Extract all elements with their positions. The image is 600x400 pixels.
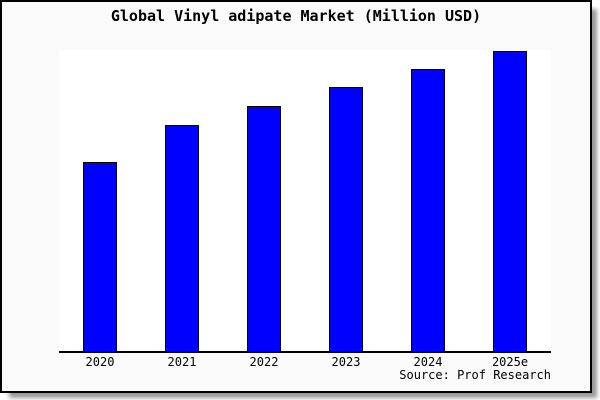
x-tick-label-2022: 2022 <box>249 355 279 369</box>
x-tick-label-2020: 2020 <box>85 355 115 369</box>
x-tick-label-2024: 2024 <box>413 355 443 369</box>
plot-area <box>59 50 551 353</box>
bar-2025e <box>493 51 527 351</box>
x-tick-label-2023: 2023 <box>331 355 361 369</box>
x-tick-label-2021: 2021 <box>167 355 197 369</box>
chart-frame: Global Vinyl adipate Market (Million USD… <box>0 0 592 393</box>
bar-2021 <box>165 125 199 351</box>
chart-title: Global Vinyl adipate Market (Million USD… <box>110 7 482 25</box>
x-axis-labels: 2020 2021 2022 2023 2024 2025e <box>59 355 551 369</box>
bar-2020 <box>83 162 117 351</box>
bar-2022 <box>247 106 281 351</box>
bar-2024 <box>411 69 445 351</box>
x-tick-label-2025e: 2025e <box>491 355 529 369</box>
source-note: Source: Prof Research <box>399 368 551 382</box>
bar-2023 <box>329 87 363 351</box>
